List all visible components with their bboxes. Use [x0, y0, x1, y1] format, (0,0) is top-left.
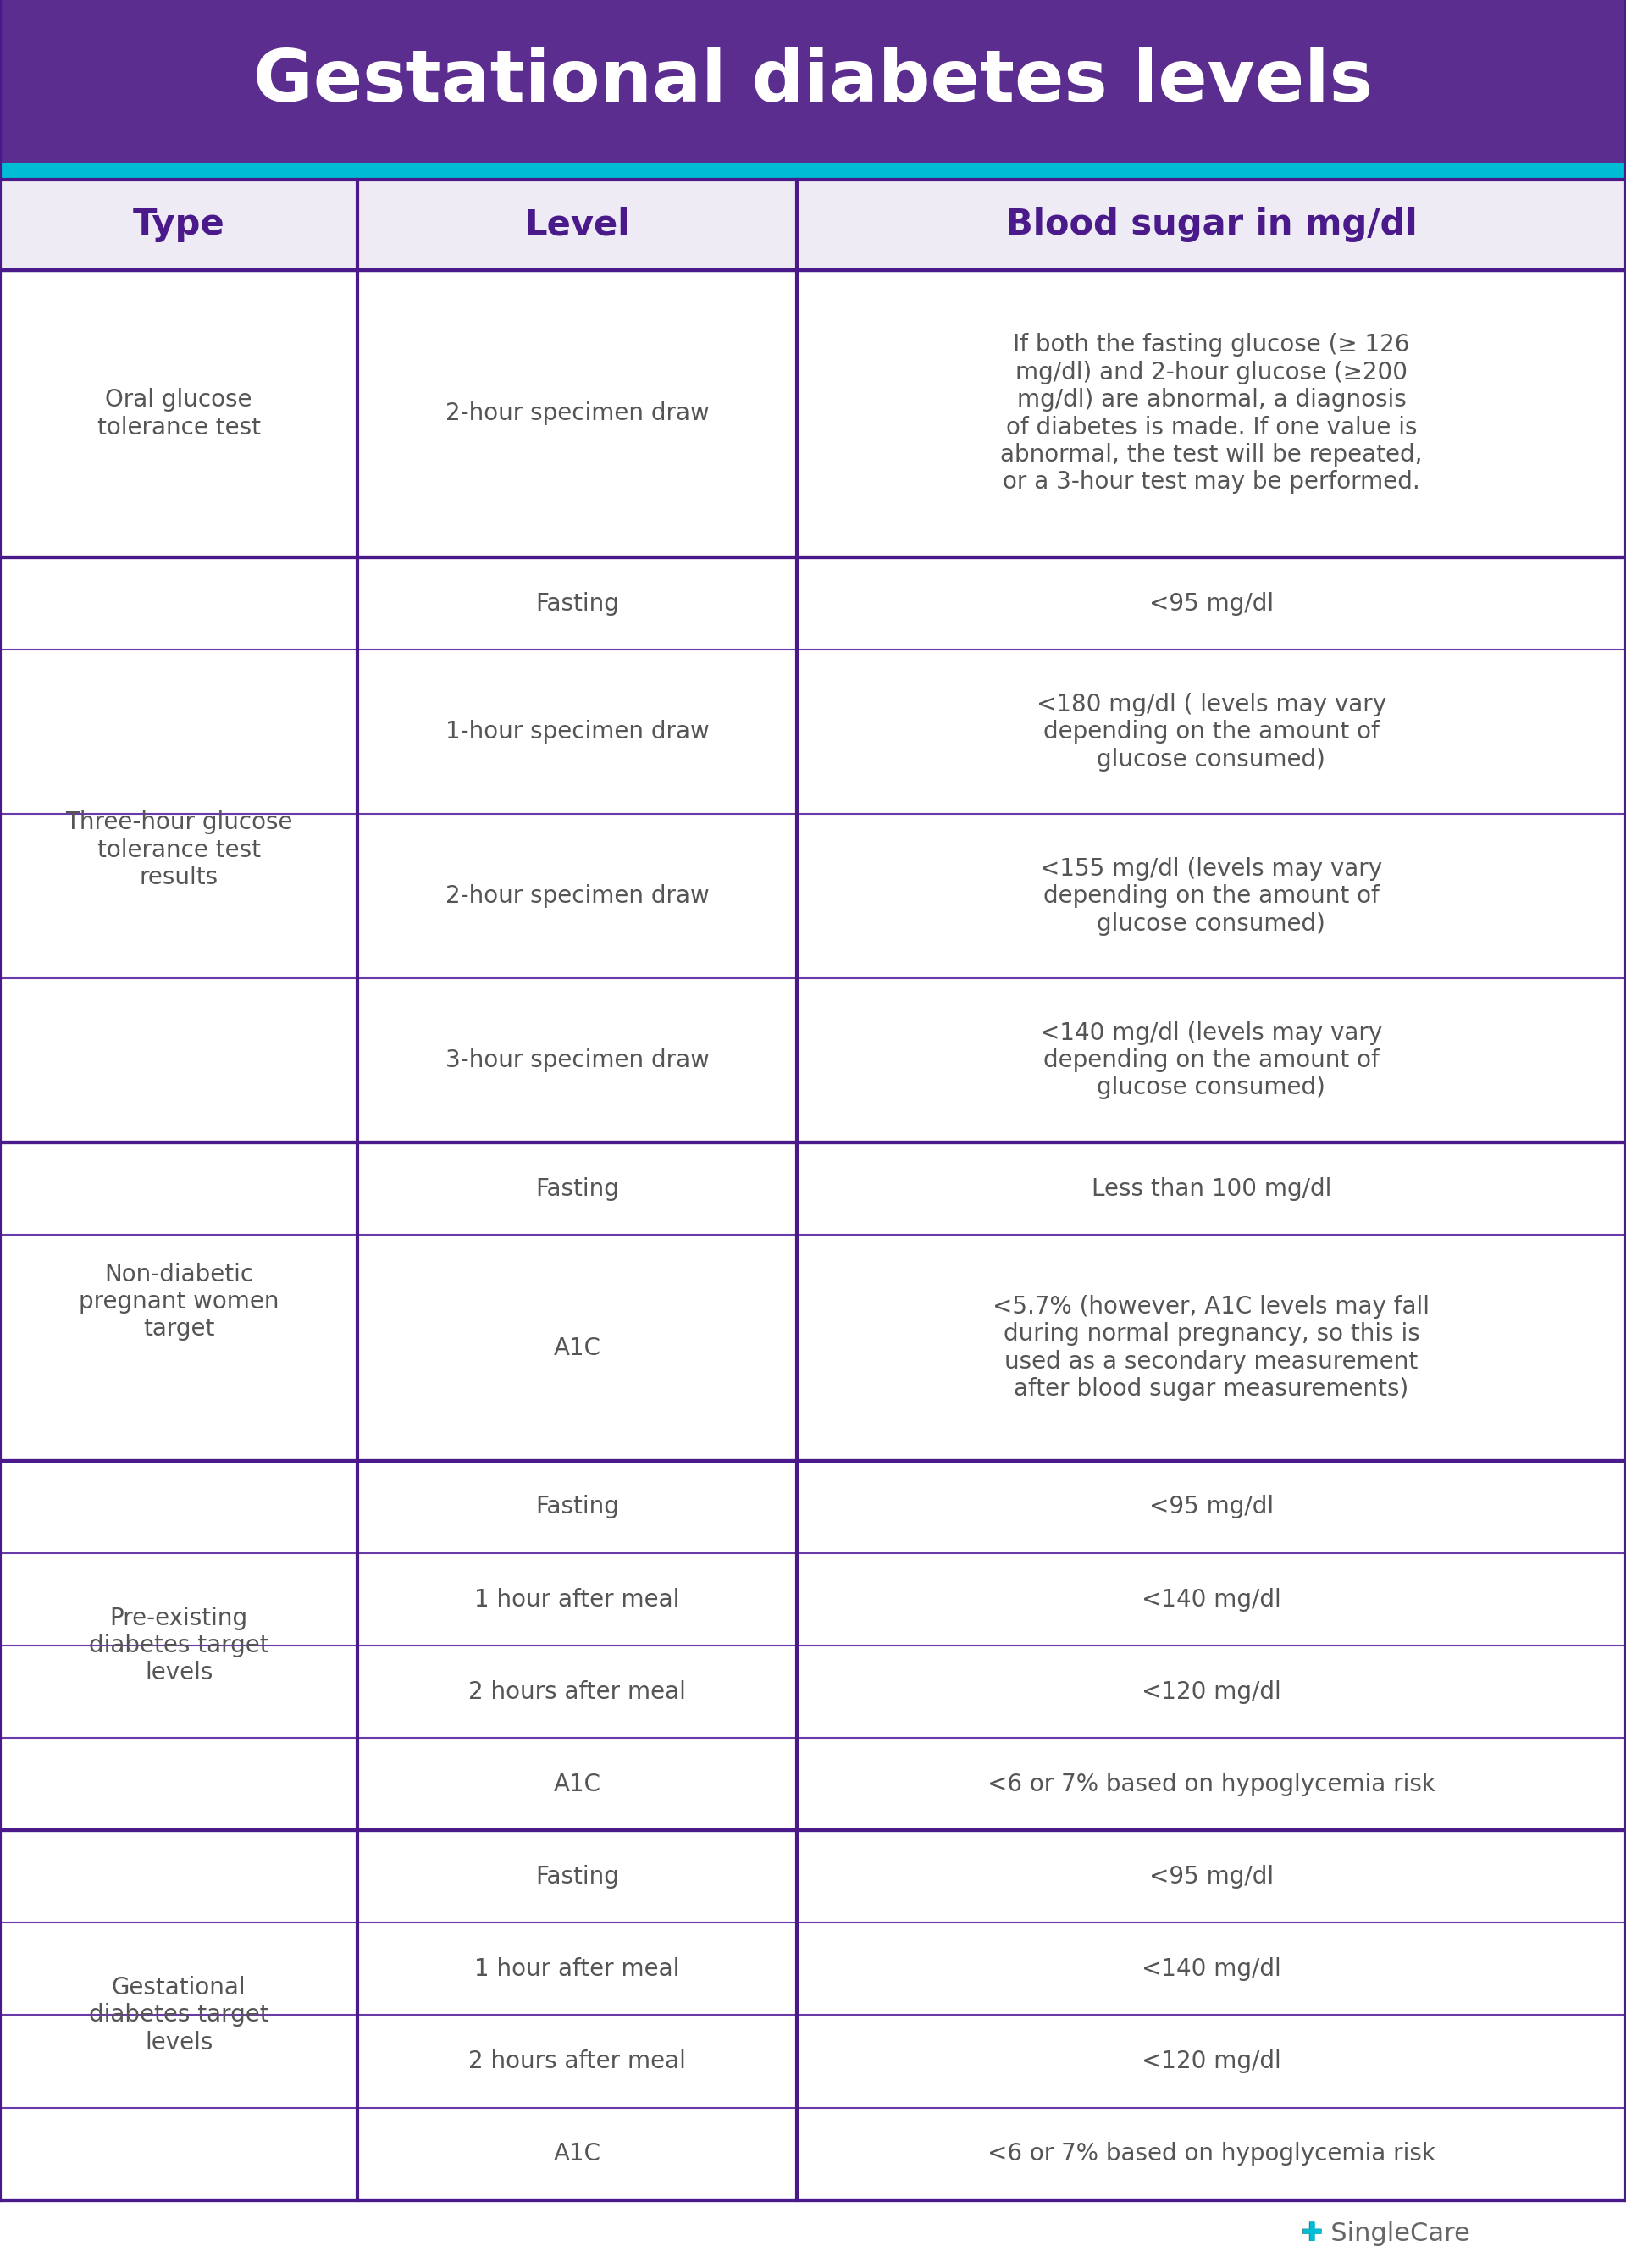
Text: 2-hour specimen draw: 2-hour specimen draw [446, 401, 709, 426]
Text: <120 mg/dl: <120 mg/dl [1141, 2050, 1281, 2073]
Bar [0, 0, 1626, 163]
Text: <140 mg/dl (levels may vary
depending on the amount of
glucose consumed): <140 mg/dl (levels may vary depending on… [1041, 1021, 1382, 1100]
Text: 1 hour after meal: 1 hour after meal [475, 1957, 680, 1980]
Bar [0, 163, 1626, 179]
Text: Oral glucose
tolerance test: Oral glucose tolerance test [98, 388, 260, 440]
Bar [0, 270, 1626, 2200]
Text: ✚ SingleCare: ✚ SingleCare [1301, 2223, 1470, 2245]
Text: Non-diabetic
pregnant women
target: Non-diabetic pregnant women target [78, 1263, 280, 1340]
Text: Pre-existing
diabetes target
levels: Pre-existing diabetes target levels [89, 1606, 268, 1685]
Text: Less than 100 mg/dl: Less than 100 mg/dl [1091, 1177, 1332, 1200]
Text: 2 hours after meal: 2 hours after meal [468, 1681, 686, 1703]
Text: A1C: A1C [553, 1336, 602, 1361]
Text: A1C: A1C [553, 1771, 602, 1796]
Text: <95 mg/dl: <95 mg/dl [1150, 592, 1273, 615]
Text: <95 mg/dl: <95 mg/dl [1150, 1495, 1273, 1520]
Text: Fasting: Fasting [535, 1864, 620, 1889]
Bar [0, 179, 1626, 270]
Text: Fasting: Fasting [535, 1495, 620, 1520]
Text: <140 mg/dl: <140 mg/dl [1141, 1957, 1281, 1980]
Text: Type: Type [133, 206, 224, 243]
Text: <6 or 7% based on hypoglycemia risk: <6 or 7% based on hypoglycemia risk [987, 1771, 1436, 1796]
Text: 1-hour specimen draw: 1-hour specimen draw [446, 719, 709, 744]
Text: <180 mg/dl ( levels may vary
depending on the amount of
glucose consumed): <180 mg/dl ( levels may vary depending o… [1036, 692, 1387, 771]
Text: 2 hours after meal: 2 hours after meal [468, 2050, 686, 2073]
Text: Fasting: Fasting [535, 1177, 620, 1200]
Text: 3-hour specimen draw: 3-hour specimen draw [446, 1048, 709, 1073]
Text: If both the fasting glucose (≥ 126
mg/dl) and 2-hour glucose (≥200
mg/dl) are ab: If both the fasting glucose (≥ 126 mg/dl… [1000, 333, 1423, 494]
Text: <6 or 7% based on hypoglycemia risk: <6 or 7% based on hypoglycemia risk [987, 2141, 1436, 2166]
Text: <5.7% (however, A1C levels may fall
during normal pregnancy, so this is
used as : <5.7% (however, A1C levels may fall duri… [993, 1295, 1429, 1402]
Text: <155 mg/dl (levels may vary
depending on the amount of
glucose consumed): <155 mg/dl (levels may vary depending on… [1041, 857, 1382, 934]
Text: ✚: ✚ [1301, 2223, 1322, 2245]
Text: Gestational
diabetes target
levels: Gestational diabetes target levels [89, 1975, 268, 2055]
Text: 2-hour specimen draw: 2-hour specimen draw [446, 885, 709, 907]
Text: <140 mg/dl: <140 mg/dl [1141, 1588, 1281, 1610]
Text: Three-hour glucose
tolerance test
results: Three-hour glucose tolerance test result… [65, 810, 293, 889]
Text: <120 mg/dl: <120 mg/dl [1141, 1681, 1281, 1703]
Bar [0, 2200, 1626, 2268]
Text: A1C: A1C [553, 2141, 602, 2166]
Text: Fasting: Fasting [535, 592, 620, 615]
Text: Gestational diabetes levels: Gestational diabetes levels [254, 48, 1372, 116]
Text: Blood sugar in mg/dl: Blood sugar in mg/dl [1006, 206, 1416, 243]
Text: 1 hour after meal: 1 hour after meal [475, 1588, 680, 1610]
Text: Level: Level [525, 206, 629, 243]
Text: <95 mg/dl: <95 mg/dl [1150, 1864, 1273, 1889]
